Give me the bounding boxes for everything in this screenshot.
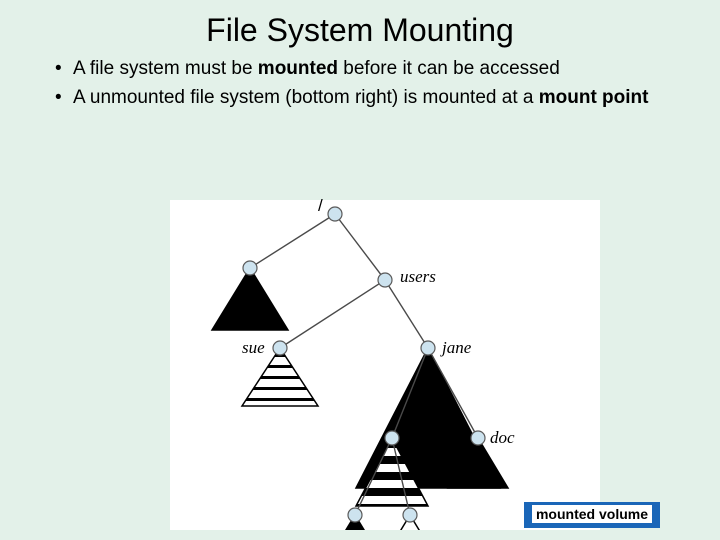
- bullet-text-pre: A unmounted file system (bottom right) i…: [73, 87, 539, 108]
- node-label: jane: [442, 338, 471, 358]
- node-label: doc: [490, 428, 515, 448]
- node-label: sue: [242, 338, 265, 358]
- node-label: users: [400, 267, 436, 287]
- bullet-text-post: before it can be accessed: [338, 58, 560, 79]
- filesystem-diagram: /userssuejaneprogdoc: [170, 200, 600, 530]
- caption-box: mounted volume: [524, 502, 660, 528]
- bullet-list: A file system must be mounted before it …: [0, 57, 720, 110]
- bullet-text-bold: mount point: [539, 87, 649, 108]
- page-title: File System Mounting: [0, 0, 720, 57]
- node-label: prog: [403, 435, 435, 455]
- node-label: /: [318, 196, 323, 216]
- bullet-item: A unmounted file system (bottom right) i…: [55, 86, 680, 111]
- bullet-text-bold: mounted: [258, 58, 338, 79]
- bullet-item: A file system must be mounted before it …: [55, 57, 680, 82]
- caption-text: mounted volume: [532, 505, 652, 523]
- diagram-svg: [170, 200, 600, 530]
- bullet-text-pre: A file system must be: [73, 58, 258, 79]
